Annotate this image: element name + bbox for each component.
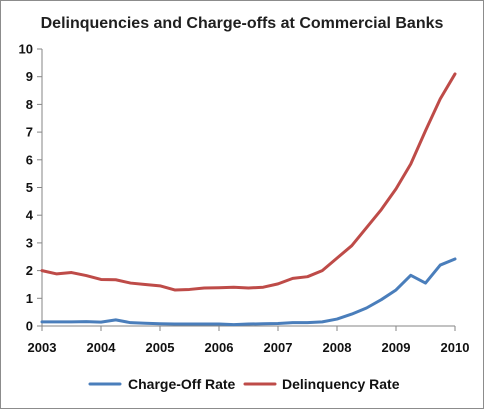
y-tick-label: 9	[26, 69, 33, 84]
x-axis-ticks: 2003 2004 2005 2006 2007 2008 2009 2010	[28, 326, 470, 355]
y-tick-label: 6	[26, 152, 33, 167]
series-layer	[40, 72, 457, 327]
y-tick-label: 2	[26, 263, 33, 278]
x-tick-label: 2005	[146, 340, 175, 355]
series-line-delinquency-rate	[40, 72, 457, 292]
x-tick-label: 2003	[28, 340, 57, 355]
y-tick-label: 8	[26, 97, 33, 112]
y-tick-label: 7	[26, 125, 33, 140]
y-tick-label: 4	[26, 208, 34, 223]
y-axis-ticks: 0 1 2 3 4 5 6 7 8 9 10	[19, 42, 42, 334]
y-tick-label: 1	[26, 291, 33, 306]
legend-label-charge-off-rate: Charge-Off Rate	[128, 376, 236, 392]
x-tick-label: 2010	[441, 340, 470, 355]
chart-legend: Charge-Off Rate Delinquency Rate	[88, 376, 400, 392]
legend-label-delinquency-rate: Delinquency Rate	[282, 376, 400, 392]
x-tick-label: 2007	[264, 340, 293, 355]
series-line-charge-off-rate	[40, 257, 457, 327]
y-tick-label: 3	[26, 235, 33, 250]
chart-title: Delinquencies and Charge-offs at Commerc…	[41, 15, 444, 32]
y-tick-label: 10	[19, 42, 33, 57]
x-tick-label: 2008	[323, 340, 352, 355]
x-tick-label: 2004	[87, 340, 117, 355]
y-tick-label: 5	[26, 180, 33, 195]
x-tick-label: 2009	[382, 340, 411, 355]
y-tick-label: 0	[26, 319, 33, 334]
x-tick-label: 2006	[205, 340, 234, 355]
